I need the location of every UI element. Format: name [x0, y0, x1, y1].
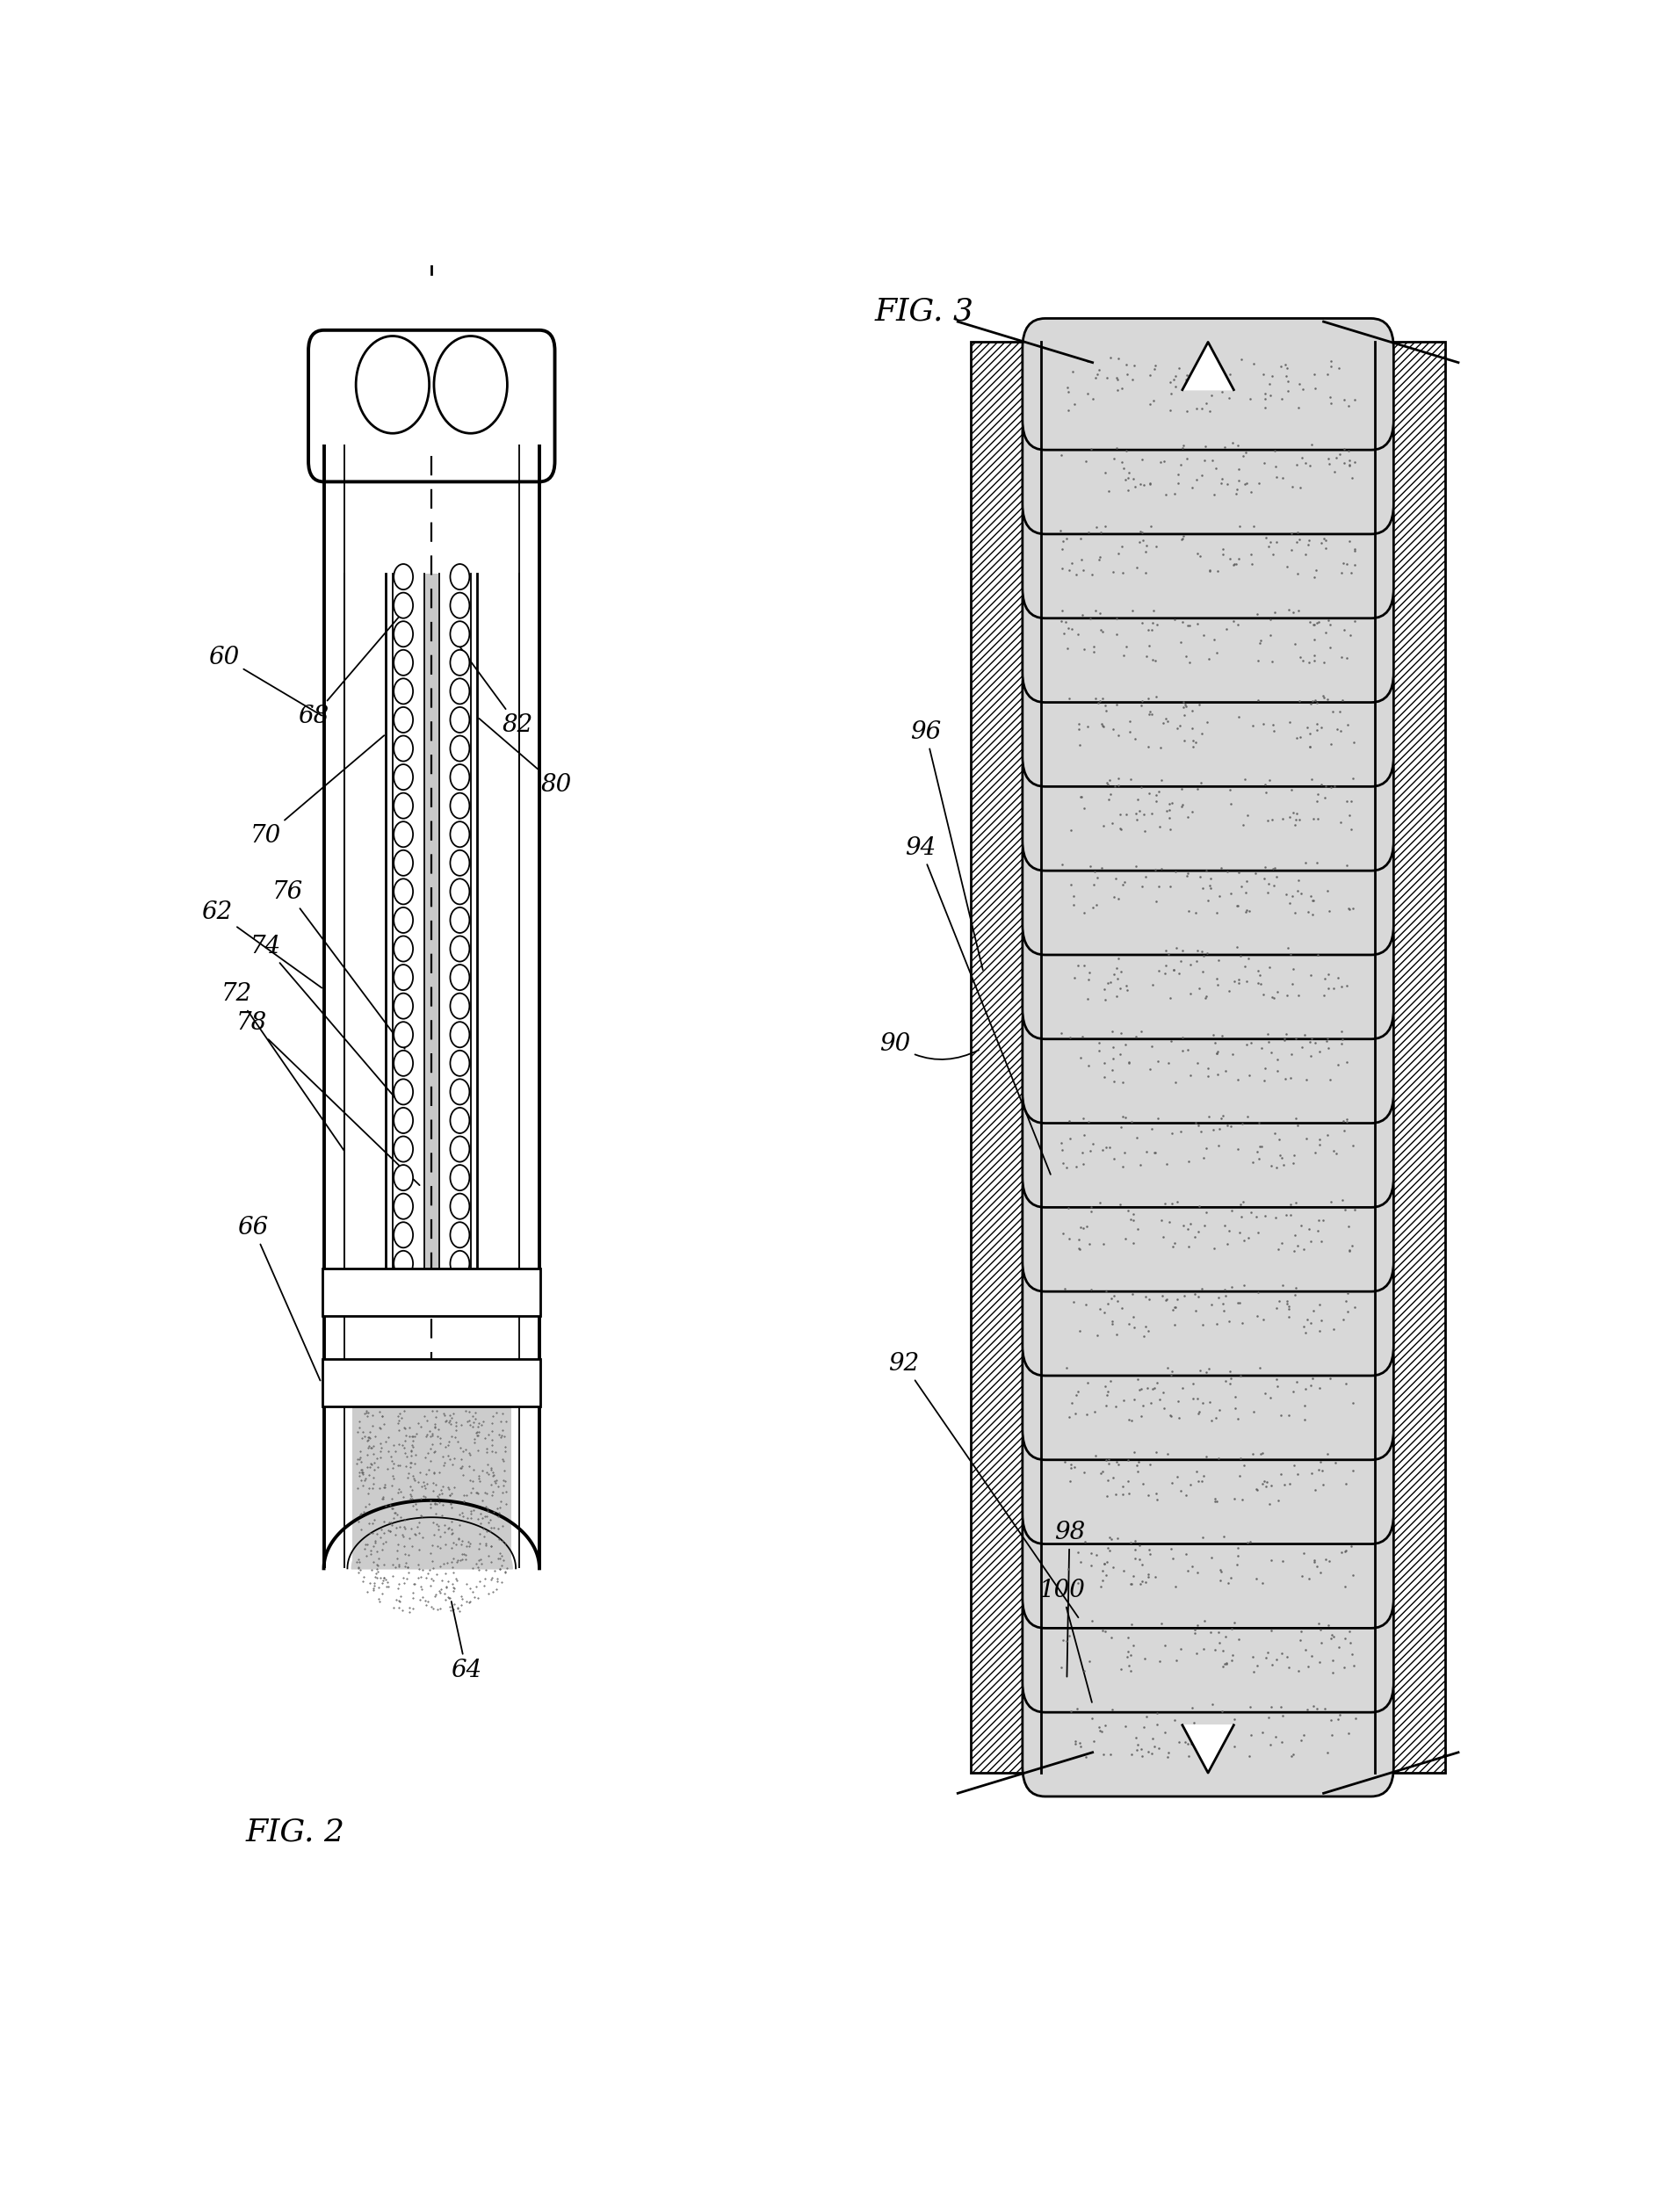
Circle shape [450, 765, 469, 790]
Polygon shape [1182, 1725, 1234, 1772]
Text: 66: 66 [237, 1217, 320, 1380]
Circle shape [450, 679, 469, 703]
Circle shape [394, 964, 412, 991]
Circle shape [394, 792, 412, 818]
Circle shape [450, 878, 469, 905]
Circle shape [394, 1108, 412, 1133]
Circle shape [450, 1051, 469, 1075]
Text: 96: 96 [911, 721, 984, 969]
Circle shape [450, 792, 469, 818]
Text: 76: 76 [272, 880, 404, 1048]
Text: 92: 92 [888, 1352, 1078, 1617]
Circle shape [450, 1223, 469, 1248]
FancyBboxPatch shape [1022, 1413, 1394, 1544]
FancyBboxPatch shape [308, 330, 555, 482]
Text: FIG. 3: FIG. 3 [874, 296, 974, 325]
FancyBboxPatch shape [1022, 739, 1394, 872]
Text: 72: 72 [220, 982, 344, 1150]
Circle shape [394, 878, 412, 905]
Bar [323, 1358, 540, 1407]
Circle shape [450, 1166, 469, 1190]
Circle shape [450, 593, 469, 617]
Text: 70: 70 [250, 734, 384, 847]
Circle shape [450, 964, 469, 991]
Circle shape [450, 1250, 469, 1276]
Circle shape [450, 821, 469, 847]
Circle shape [394, 821, 412, 847]
Text: 98: 98 [1055, 1522, 1085, 1677]
Circle shape [394, 1051, 412, 1075]
FancyBboxPatch shape [1022, 655, 1394, 787]
Circle shape [394, 650, 412, 675]
Circle shape [394, 993, 412, 1020]
Polygon shape [1182, 343, 1234, 389]
Circle shape [450, 849, 469, 876]
Circle shape [450, 993, 469, 1020]
Circle shape [394, 1137, 412, 1161]
Circle shape [394, 849, 412, 876]
FancyBboxPatch shape [1022, 487, 1394, 617]
Text: 100: 100 [1038, 1579, 1091, 1703]
Circle shape [394, 1022, 412, 1048]
Circle shape [394, 708, 412, 732]
Circle shape [434, 336, 507, 434]
Bar [426, 573, 437, 1270]
Circle shape [394, 622, 412, 646]
FancyBboxPatch shape [1022, 1243, 1394, 1376]
Bar [970, 343, 1042, 1772]
Text: 64: 64 [450, 1601, 482, 1683]
Circle shape [450, 708, 469, 732]
FancyBboxPatch shape [1022, 319, 1394, 449]
Circle shape [394, 1079, 412, 1104]
Circle shape [450, 622, 469, 646]
Text: 82: 82 [457, 641, 533, 737]
Circle shape [450, 737, 469, 761]
FancyBboxPatch shape [1022, 991, 1394, 1124]
Circle shape [450, 650, 469, 675]
Text: 60: 60 [209, 646, 321, 714]
FancyBboxPatch shape [1022, 823, 1394, 956]
Circle shape [450, 1022, 469, 1048]
Bar [1374, 343, 1446, 1772]
FancyBboxPatch shape [1022, 1329, 1394, 1460]
Circle shape [450, 1108, 469, 1133]
Circle shape [394, 936, 412, 962]
Circle shape [450, 1079, 469, 1104]
FancyBboxPatch shape [1022, 1582, 1394, 1712]
Circle shape [394, 737, 412, 761]
Text: 94: 94 [904, 836, 1050, 1175]
Text: 62: 62 [202, 900, 321, 989]
Circle shape [356, 336, 429, 434]
Circle shape [450, 1194, 469, 1219]
FancyBboxPatch shape [1022, 403, 1394, 533]
Text: 80: 80 [479, 719, 571, 796]
Text: FIG. 2: FIG. 2 [245, 1818, 344, 1847]
Text: 74: 74 [250, 936, 397, 1099]
Circle shape [394, 765, 412, 790]
Text: 90: 90 [879, 1033, 979, 1060]
Circle shape [394, 593, 412, 617]
Text: 68: 68 [298, 608, 407, 728]
Circle shape [394, 679, 412, 703]
FancyBboxPatch shape [1022, 1075, 1394, 1208]
Circle shape [450, 564, 469, 591]
Bar [353, 1407, 512, 1568]
FancyBboxPatch shape [1022, 1498, 1394, 1628]
FancyBboxPatch shape [1022, 907, 1394, 1040]
FancyBboxPatch shape [1022, 1666, 1394, 1796]
Circle shape [450, 936, 469, 962]
Text: 78: 78 [237, 1011, 419, 1186]
Circle shape [450, 907, 469, 933]
FancyBboxPatch shape [1022, 1159, 1394, 1292]
FancyBboxPatch shape [1022, 571, 1394, 703]
Bar [323, 1270, 540, 1316]
Circle shape [394, 564, 412, 591]
Circle shape [394, 1194, 412, 1219]
Circle shape [394, 1223, 412, 1248]
Circle shape [394, 1166, 412, 1190]
Circle shape [394, 1250, 412, 1276]
Circle shape [450, 1137, 469, 1161]
Circle shape [394, 907, 412, 933]
